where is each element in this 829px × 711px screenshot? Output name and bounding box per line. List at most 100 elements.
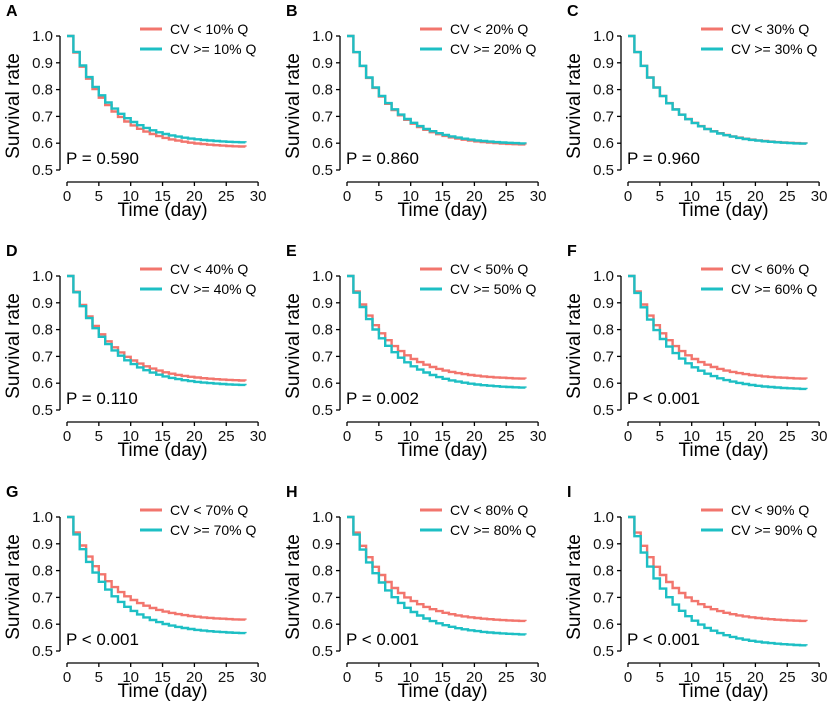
- x-tick-label: 20: [466, 669, 483, 686]
- y-axis-title: Survival rate: [3, 534, 24, 640]
- y-tick-label: 0.6: [593, 135, 614, 152]
- y-tick-label: 0.7: [32, 589, 53, 606]
- y-tick-label: 0.6: [593, 375, 614, 392]
- x-tick-label: 0: [343, 428, 351, 445]
- x-tick-label: 10: [122, 188, 139, 205]
- y-tick-label: 0.5: [32, 162, 53, 179]
- x-tick-label: 10: [683, 669, 700, 686]
- p-value: P < 0.001: [346, 630, 419, 649]
- x-tick-label: 10: [402, 428, 419, 445]
- y-tick-label: 0.9: [32, 536, 53, 553]
- x-tick-label: 30: [811, 428, 828, 445]
- survival-curve-low-cv: [347, 274, 527, 380]
- y-tick-label: 0.8: [32, 82, 53, 99]
- panel-g: G 0.5 0.6 0.7 0.8 0.9 1.0 0 5 10 15 20 25 30 Time (day…: [3, 484, 266, 702]
- y-tick-label: 1.0: [593, 268, 614, 285]
- y-tick-label: 0.5: [312, 162, 333, 179]
- x-axis-title: Time (day): [398, 200, 488, 221]
- x-tick-label: 0: [63, 428, 71, 445]
- x-tick-label: 5: [95, 669, 103, 686]
- x-tick-label: 10: [683, 188, 700, 205]
- y-axis-title: Survival rate: [564, 534, 585, 640]
- x-tick-label: 20: [747, 188, 764, 205]
- y-tick-label: 1.0: [32, 509, 53, 526]
- panel-letter: H: [286, 484, 298, 501]
- legend-label: CV >= 80% Q: [450, 522, 536, 538]
- p-value: P < 0.001: [627, 389, 700, 408]
- y-tick-label: 0.8: [32, 322, 53, 339]
- legend-label: CV < 40% Q: [170, 261, 248, 277]
- x-tick-label: 0: [343, 669, 351, 686]
- x-tick-label: 5: [375, 428, 383, 445]
- x-tick-label: 15: [154, 188, 171, 205]
- legend-label: CV >= 20% Q: [450, 41, 536, 57]
- x-axis-title: Time (day): [679, 440, 769, 461]
- survival-curve-low-cv: [67, 515, 247, 621]
- x-tick-label: 25: [218, 428, 235, 445]
- legend-label: CV < 90% Q: [731, 502, 809, 518]
- y-axis-title: Survival rate: [564, 53, 585, 159]
- y-tick-label: 0.7: [32, 348, 53, 365]
- x-tick-label: 10: [122, 669, 139, 686]
- x-tick-label: 15: [434, 428, 451, 445]
- y-tick-label: 1.0: [312, 268, 333, 285]
- x-tick-label: 20: [466, 188, 483, 205]
- x-tick-label: 15: [715, 428, 732, 445]
- x-tick-label: 20: [747, 428, 764, 445]
- p-value: P = 0.002: [346, 389, 419, 408]
- x-tick-label: 30: [530, 669, 547, 686]
- y-tick-label: 0.5: [593, 643, 614, 660]
- x-tick-label: 10: [122, 428, 139, 445]
- x-tick-label: 0: [624, 669, 632, 686]
- y-axis-title: Survival rate: [283, 53, 304, 159]
- x-tick-label: 30: [530, 188, 547, 205]
- legend-label: CV >= 70% Q: [170, 522, 256, 538]
- panel-letter: G: [6, 484, 18, 501]
- y-tick-label: 0.8: [593, 82, 614, 99]
- y-tick-label: 0.8: [312, 82, 333, 99]
- x-tick-label: 15: [715, 669, 732, 686]
- y-tick-label: 0.5: [312, 643, 333, 660]
- y-tick-label: 0.6: [593, 616, 614, 633]
- panel-i: I 0.5 0.6 0.7 0.8 0.9 1.0 0 5 10 15 20 25 30 Time (day…: [564, 484, 827, 702]
- y-tick-label: 0.9: [312, 295, 333, 312]
- x-tick-label: 10: [402, 188, 419, 205]
- legend-label: CV < 80% Q: [450, 502, 528, 518]
- y-tick-label: 1.0: [32, 28, 53, 45]
- y-tick-label: 1.0: [32, 268, 53, 285]
- x-axis-title: Time (day): [398, 440, 488, 461]
- y-axis-title: Survival rate: [3, 293, 24, 399]
- x-tick-label: 20: [186, 669, 203, 686]
- x-tick-label: 10: [402, 669, 419, 686]
- p-value: P < 0.001: [66, 630, 139, 649]
- y-tick-label: 0.6: [312, 375, 333, 392]
- p-value: P = 0.860: [346, 149, 419, 168]
- y-axis-title: Survival rate: [283, 534, 304, 640]
- x-tick-label: 0: [624, 428, 632, 445]
- y-tick-label: 0.7: [593, 108, 614, 125]
- y-tick-label: 0.9: [312, 536, 333, 553]
- p-value: P = 0.960: [627, 149, 700, 168]
- x-tick-label: 25: [779, 669, 796, 686]
- x-tick-label: 15: [434, 669, 451, 686]
- x-tick-label: 5: [95, 428, 103, 445]
- x-axis-title: Time (day): [679, 681, 769, 702]
- y-tick-label: 0.8: [593, 322, 614, 339]
- y-tick-label: 1.0: [312, 509, 333, 526]
- legend-label: CV < 10% Q: [170, 21, 248, 37]
- panel-h: H 0.5 0.6 0.7 0.8 0.9 1.0 0 5 10 15 20 25 30 Time (day…: [283, 484, 546, 702]
- panel-letter: B: [286, 3, 298, 20]
- panel-d: D 0.5 0.6 0.7 0.8 0.9 1.0 0 5 10 15 20 25 30 Time (day…: [3, 243, 266, 461]
- y-tick-label: 0.5: [32, 643, 53, 660]
- x-tick-label: 0: [624, 188, 632, 205]
- panel-letter: E: [286, 243, 297, 260]
- x-axis-title: Time (day): [118, 200, 208, 221]
- y-tick-label: 0.7: [593, 348, 614, 365]
- x-tick-label: 25: [779, 188, 796, 205]
- legend-label: CV >= 30% Q: [731, 41, 817, 57]
- survival-curve-high-cv: [628, 515, 808, 647]
- y-tick-label: 0.9: [593, 295, 614, 312]
- legend-label: CV >= 60% Q: [731, 281, 817, 297]
- panel-a: A 0.5 0.6 0.7 0.8 0.9 1.0 0 5 10 15 20 25 30 Time (day…: [3, 3, 266, 221]
